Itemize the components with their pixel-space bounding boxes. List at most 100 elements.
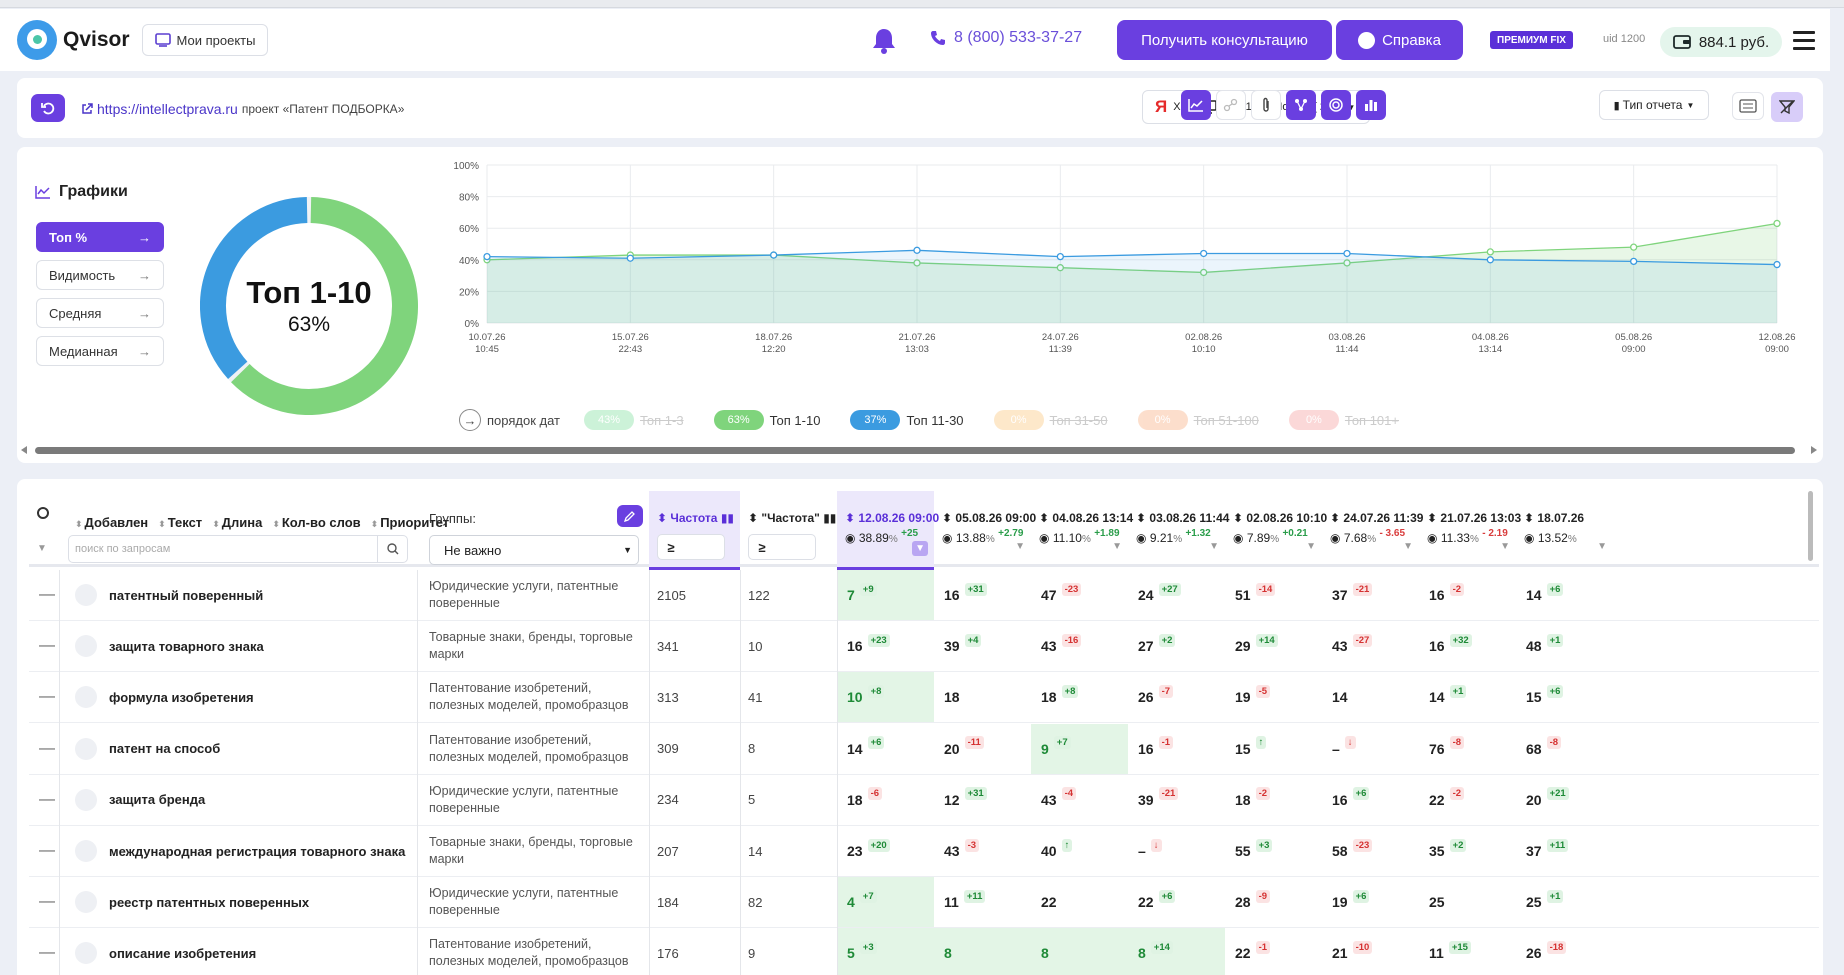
metric-button-visibility[interactable]: Видимость → bbox=[36, 260, 164, 290]
report-type-select[interactable]: ▮ Тип отчета ▼ bbox=[1599, 90, 1709, 120]
bell-icon[interactable] bbox=[871, 27, 897, 60]
table-row[interactable]: — защита товарного знака Товарные знаки,… bbox=[29, 621, 1819, 673]
position-value: 76 bbox=[1429, 740, 1445, 757]
keyword-chart-icon[interactable] bbox=[75, 635, 97, 658]
col-date[interactable]: ⬍ 04.08.26 13:14 ◉ 11.10% +1.89 ▼ bbox=[1031, 491, 1133, 567]
col-exact-frequency[interactable]: ⬍ "Частота" ▮▮ ≥ bbox=[740, 491, 836, 567]
col-text[interactable]: Текст bbox=[158, 515, 202, 530]
horizontal-scrollbar[interactable] bbox=[21, 445, 1817, 455]
line-chart: 0%20%40%60%80%100%10.07.2610:4515.07.262… bbox=[453, 161, 1795, 355]
table-row[interactable]: — международная регистрация товарного зн… bbox=[29, 826, 1819, 877]
balance-badge[interactable]: 884.1 руб. bbox=[1660, 27, 1782, 57]
col-date[interactable]: ⬍ 03.08.26 11:44 ◉ 9.21% +1.32 ▼ bbox=[1128, 491, 1229, 567]
table-row[interactable]: — защита бренда Юридические услуги, пате… bbox=[29, 775, 1819, 826]
keyword-chart-icon[interactable] bbox=[75, 584, 97, 606]
keyword-text[interactable]: защита бренда bbox=[109, 792, 206, 808]
filter-icon[interactable]: ▼ bbox=[1015, 541, 1025, 552]
back-button[interactable] bbox=[31, 94, 65, 122]
bar-tool-button[interactable] bbox=[1356, 90, 1386, 120]
position-delta: +31 bbox=[964, 787, 987, 801]
col-date[interactable]: ⬍ 18.07.26 ◉ 13.52% ▼ bbox=[1516, 491, 1613, 567]
col-frequency[interactable]: ⬍ Частота ▮▮ ≥ bbox=[649, 491, 740, 570]
share-tool-button[interactable] bbox=[1286, 90, 1316, 120]
row-toggle[interactable]: — bbox=[39, 893, 55, 911]
metric-button-top[interactable]: Топ % → bbox=[36, 222, 164, 252]
filter-icon[interactable]: ▼ bbox=[1500, 541, 1510, 552]
exact-frequency-filter-input[interactable]: ≥ bbox=[748, 534, 816, 560]
filter-icon[interactable]: ▼ bbox=[1306, 541, 1316, 552]
keyword-chart-icon[interactable] bbox=[75, 686, 97, 709]
table-row[interactable]: — формула изобретения Патентование изобр… bbox=[29, 672, 1819, 724]
table-row[interactable]: — описание изобретения Патентование изоб… bbox=[29, 928, 1819, 975]
col-length[interactable]: Длина bbox=[212, 515, 263, 530]
project-url[interactable]: https://intellectprava.ru проект «Патент… bbox=[81, 101, 404, 117]
keyword-chart-icon[interactable] bbox=[75, 840, 97, 862]
metric-button-median[interactable]: Медианная → bbox=[36, 336, 164, 366]
table-row[interactable]: — патентный поверенный Юридические услуг… bbox=[29, 570, 1819, 621]
calculator-button[interactable] bbox=[1732, 92, 1764, 120]
legend-item[interactable]: 43% Топ 1-3 bbox=[584, 410, 684, 430]
filter-icon[interactable]: ▼ bbox=[1112, 541, 1122, 552]
target-tool-button[interactable] bbox=[1321, 90, 1351, 120]
my-projects-button[interactable]: Мои проекты bbox=[141, 24, 269, 56]
keyword-text[interactable]: патент на способ bbox=[109, 741, 221, 757]
logo[interactable]: Qvisor bbox=[17, 20, 130, 60]
col-added[interactable]: Добавлен bbox=[75, 515, 149, 530]
date-label: 18.07.26 bbox=[1537, 511, 1585, 525]
row-toggle[interactable]: — bbox=[39, 842, 55, 859]
metric-button-average[interactable]: Средняя → bbox=[36, 298, 164, 328]
keyword-text[interactable]: патентный поверенный bbox=[109, 587, 264, 603]
keyword-chart-icon[interactable] bbox=[75, 891, 97, 914]
filter-tool-button[interactable] bbox=[1771, 92, 1803, 122]
keyword-chart-icon[interactable] bbox=[75, 788, 97, 811]
filter-icon[interactable]: ▼ bbox=[1209, 541, 1219, 552]
keyword-text[interactable]: защита товарного знака bbox=[109, 638, 264, 654]
phone-link[interactable]: 8 (800) 533-37-27 bbox=[930, 29, 1082, 47]
filter-icon[interactable]: ▼ bbox=[1403, 541, 1413, 552]
frequency-filter-input[interactable]: ≥ bbox=[657, 534, 725, 560]
edit-groups-button[interactable] bbox=[617, 505, 643, 527]
row-toggle[interactable]: — bbox=[39, 944, 55, 962]
date-order-toggle[interactable]: → порядок дат bbox=[459, 409, 560, 431]
legend-item[interactable]: 63% Топ 1-10 bbox=[713, 410, 820, 430]
col-words[interactable]: Кол-во слов bbox=[272, 515, 361, 530]
keyword-chart-icon[interactable] bbox=[75, 737, 97, 760]
row-toggle[interactable]: — bbox=[39, 688, 55, 706]
col-priority[interactable]: Приоритет bbox=[371, 515, 449, 530]
keyword-text[interactable]: международная регистрация товарного знак… bbox=[109, 843, 406, 859]
col-date[interactable]: ⬍ 02.08.26 10:10 ◉ 7.89% +0.21 ▼ bbox=[1225, 491, 1327, 567]
attach-tool-button[interactable] bbox=[1251, 90, 1281, 120]
legend-item[interactable]: 0% Топ 101+ bbox=[1288, 410, 1399, 430]
competitors-tool-button[interactable] bbox=[1216, 90, 1246, 120]
plan-badge[interactable]: ПРЕМИУМ FIX bbox=[1490, 31, 1573, 49]
keyword-search-input[interactable]: поиск по запросам bbox=[68, 535, 408, 563]
keyword-text[interactable]: формула изобретения bbox=[109, 689, 254, 705]
col-date[interactable]: ⬍ 24.07.26 11:39 ◉ 7.68% - 3.65 ▼ bbox=[1322, 491, 1423, 567]
chart-tool-button[interactable] bbox=[1181, 90, 1211, 120]
filter-icon[interactable]: ▼ bbox=[1597, 541, 1607, 552]
keyword-text[interactable]: реестр патентных поверенных bbox=[109, 894, 310, 910]
table-row[interactable]: — реестр патентных поверенных Юридически… bbox=[29, 877, 1819, 929]
filter-icon[interactable]: ▼ bbox=[37, 543, 47, 554]
settings-circle-icon[interactable] bbox=[37, 507, 49, 519]
row-toggle[interactable]: — bbox=[39, 586, 55, 603]
row-toggle[interactable]: — bbox=[39, 637, 55, 655]
filter-icon[interactable]: ▼ bbox=[912, 541, 928, 556]
col-date[interactable]: ⬍ 12.08.26 09:00 ◉ 38.89% +25 ▼ bbox=[837, 491, 939, 570]
search-icon[interactable] bbox=[377, 536, 407, 562]
legend-item[interactable]: 0% Топ 51-100 bbox=[1137, 410, 1259, 430]
row-toggle[interactable]: — bbox=[39, 739, 55, 757]
keyword-text[interactable]: описание изобретения bbox=[109, 945, 257, 961]
help-button[interactable]: Справка bbox=[1336, 20, 1463, 60]
menu-icon[interactable] bbox=[1793, 31, 1815, 55]
consultation-button[interactable]: Получить консультацию bbox=[1117, 20, 1332, 60]
keyword-chart-icon[interactable] bbox=[75, 942, 97, 965]
groups-select[interactable]: Не важно ▼ bbox=[429, 535, 639, 565]
legend-item[interactable]: 37% Топ 11-30 bbox=[850, 410, 964, 430]
col-date[interactable]: ⬍ 05.08.26 09:00 ◉ 13.88% +2.79 ▼ bbox=[934, 491, 1036, 567]
row-toggle[interactable]: — bbox=[39, 790, 55, 808]
vertical-scrollbar[interactable] bbox=[1808, 491, 1813, 561]
table-row[interactable]: — патент на способ Патентование изобрете… bbox=[29, 723, 1819, 775]
legend-item[interactable]: 0% Топ 31-50 bbox=[993, 410, 1108, 430]
col-date[interactable]: ⬍ 21.07.26 13:03 ◉ 11.33% - 2.19 ▼ bbox=[1419, 491, 1521, 567]
